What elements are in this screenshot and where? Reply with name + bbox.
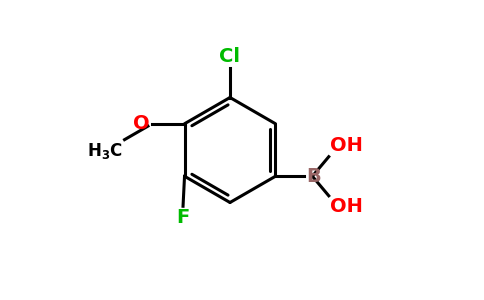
Text: F: F [176, 208, 190, 227]
Text: B: B [306, 167, 321, 186]
Text: O: O [134, 114, 150, 133]
Text: OH: OH [330, 197, 363, 216]
Text: OH: OH [330, 136, 363, 155]
Text: $\mathregular{H_3C}$: $\mathregular{H_3C}$ [87, 141, 123, 161]
Text: Cl: Cl [220, 47, 241, 66]
